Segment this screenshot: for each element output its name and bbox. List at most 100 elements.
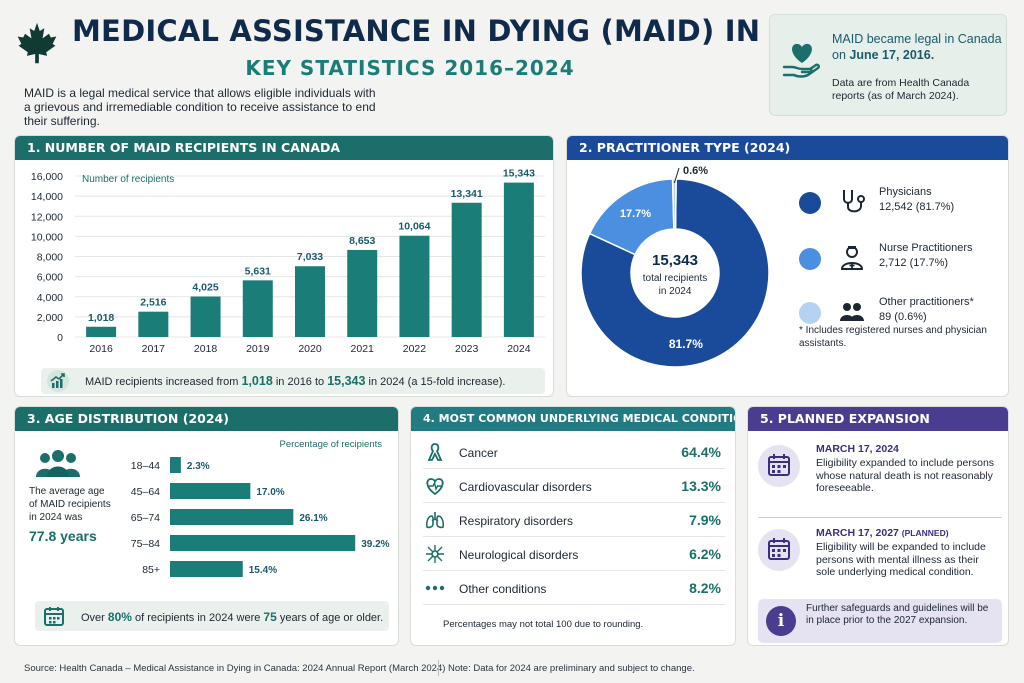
dots-icon (425, 585, 445, 591)
bar (190, 296, 221, 337)
legend-value: 89 (0.6%) (879, 311, 927, 323)
y-tick-label: 16,000 (31, 171, 63, 183)
page-title: MEDICAL ASSISTANCE IN DYING (MAID) IN CA… (72, 14, 909, 48)
bar (170, 457, 181, 473)
condition-row-cancer: Cancer 64.4% (423, 435, 725, 469)
category-label: 18–44 (131, 460, 160, 472)
condition-name: Neurological disorders (459, 548, 579, 562)
page-subtitle: KEY STATISTICS 2016–2024 (245, 56, 575, 80)
slice-label: 81.7% (669, 337, 703, 351)
age-summary: Over 80% of recipients in 2024 were 75 y… (35, 601, 389, 631)
y-tick-label: 12,000 (31, 211, 63, 223)
data-note: Note: Data for 2024 are preliminary and … (448, 663, 695, 674)
condition-name: Respiratory disorders (459, 514, 574, 528)
safeguards-info-box: i Further safeguards and guidelines will… (758, 599, 1002, 643)
y-tick-label: 2,000 (37, 312, 63, 324)
legend-nurse-practitioners: Nurse Practitioners 2,712 (17.7%) (799, 240, 999, 276)
legend-value: 12,542 (81.7%) (879, 201, 955, 213)
x-tick-label: 2016 (89, 343, 113, 355)
bar (295, 266, 325, 337)
divider (758, 517, 1002, 518)
x-tick-label: 2018 (194, 343, 218, 355)
condition-value: 8.2% (689, 580, 721, 596)
bar (242, 280, 273, 337)
bar (170, 561, 243, 577)
group-icon (36, 450, 80, 477)
y-tick-label: 14,000 (31, 191, 63, 203)
average-age-box: The average age of MAID recipients in 20… (29, 449, 113, 544)
y-tick-label: 10,000 (31, 231, 63, 243)
x-tick-label: 2024 (507, 343, 531, 355)
condition-row-other: Other conditions 8.2% (423, 571, 725, 605)
legal-date-text: MAID became legal in Canada on June 17, … (832, 32, 1002, 62)
y-tick-label: 6,000 (37, 272, 63, 284)
condition-name: Cancer (459, 446, 498, 460)
bar-value-label: 2,516 (140, 297, 166, 309)
bar-value-label: 4,025 (192, 281, 218, 293)
x-axis-label: Percentage of recipients (280, 439, 383, 450)
bar-value-label: 15,343 (503, 168, 535, 180)
slice-label: 0.6% (683, 165, 708, 177)
x-tick-label: 2019 (246, 343, 270, 355)
neuron-icon (426, 545, 444, 563)
intro-text: MAID is a legal medical service that all… (24, 86, 376, 128)
age-summary-text: Over 80% of recipients in 2024 were 75 y… (81, 610, 384, 624)
x-tick-label: 2017 (142, 343, 166, 355)
y-tick-label: 8,000 (37, 252, 63, 264)
legend-swatch (799, 302, 821, 324)
condition-value: 64.4% (681, 444, 721, 460)
condition-row-respiratory: Respiratory disorders 7.9% (423, 503, 725, 537)
y-axis-label: Number of recipients (82, 174, 174, 185)
x-tick-label: 2022 (403, 343, 427, 355)
recipients-panel: 1. NUMBER OF MAID RECIPIENTS IN CANADA 0… (14, 135, 554, 397)
expansion-panel: 5. PLANNED EXPANSION MARCH 17, 2024 Elig… (747, 406, 1009, 646)
average-age-value: 77.8 years (29, 528, 97, 544)
lungs-icon (425, 512, 445, 529)
category-label: 75–84 (131, 538, 160, 550)
leader-line (673, 167, 680, 184)
bar-value-label: 39.2% (361, 539, 389, 550)
panel-heading: 1. NUMBER OF MAID RECIPIENTS IN CANADA (15, 136, 553, 160)
info-icon: i (766, 606, 796, 636)
calendar-icon (758, 445, 800, 487)
bar-value-label: 17.0% (256, 487, 284, 498)
panel-heading: 5. PLANNED EXPANSION (748, 407, 1008, 431)
bar-value-label: 5,631 (245, 265, 271, 277)
practitioner-donut-chart: 15,343 total recipients in 2024 81.7% 17.7% 0… (580, 165, 770, 368)
y-tick-label: 0 (57, 332, 63, 344)
bar (138, 311, 169, 337)
x-tick-label: 2023 (455, 343, 479, 355)
ribbon-icon (427, 443, 443, 461)
heart-pulse-icon (426, 478, 444, 496)
source-note-text: Data are from Health Canada reports (as … (832, 77, 970, 102)
nurse-icon (840, 246, 864, 270)
category-label: 85+ (142, 564, 160, 576)
bar (503, 182, 534, 337)
bar-value-label: 26.1% (299, 513, 327, 524)
category-label: 45–64 (131, 486, 160, 498)
growth-summary-text: MAID recipients increased from 1,018 in … (85, 374, 506, 388)
people-icon (840, 303, 864, 321)
bar (86, 326, 117, 337)
legend-name: Other practitioners* (879, 296, 974, 308)
bar-value-label: 8,653 (349, 235, 375, 247)
calendar-icon (758, 529, 800, 571)
bar (170, 483, 251, 499)
x-tick-label: 2021 (351, 343, 375, 355)
legend-physicians: Physicians 12,542 (81.7%) (799, 184, 999, 220)
event-date: MARCH 17, 2027 (PLANNED) (816, 527, 949, 539)
stethoscope-icon (843, 190, 865, 213)
center-label: in 2024 (659, 286, 692, 297)
bar (170, 509, 294, 525)
category-label: 65–74 (131, 512, 160, 524)
panel-heading: 4. MOST COMMON UNDERLYING MEDICAL CONDIT… (411, 407, 735, 431)
center-label: total recipients (643, 273, 707, 284)
condition-row-neurological: Neurological disorders 6.2% (423, 537, 725, 571)
bar (399, 235, 430, 337)
practitioner-panel: 2. PRACTITIONER TYPE (2024) 15,343 total … (566, 135, 1009, 397)
legend-swatch (799, 248, 821, 270)
bar-value-label: 15.4% (249, 565, 277, 576)
source-citation: Source: Health Canada – Medical Assistan… (24, 663, 446, 674)
bar-value-label: 13,341 (451, 188, 483, 200)
x-tick-label: 2020 (298, 343, 322, 355)
